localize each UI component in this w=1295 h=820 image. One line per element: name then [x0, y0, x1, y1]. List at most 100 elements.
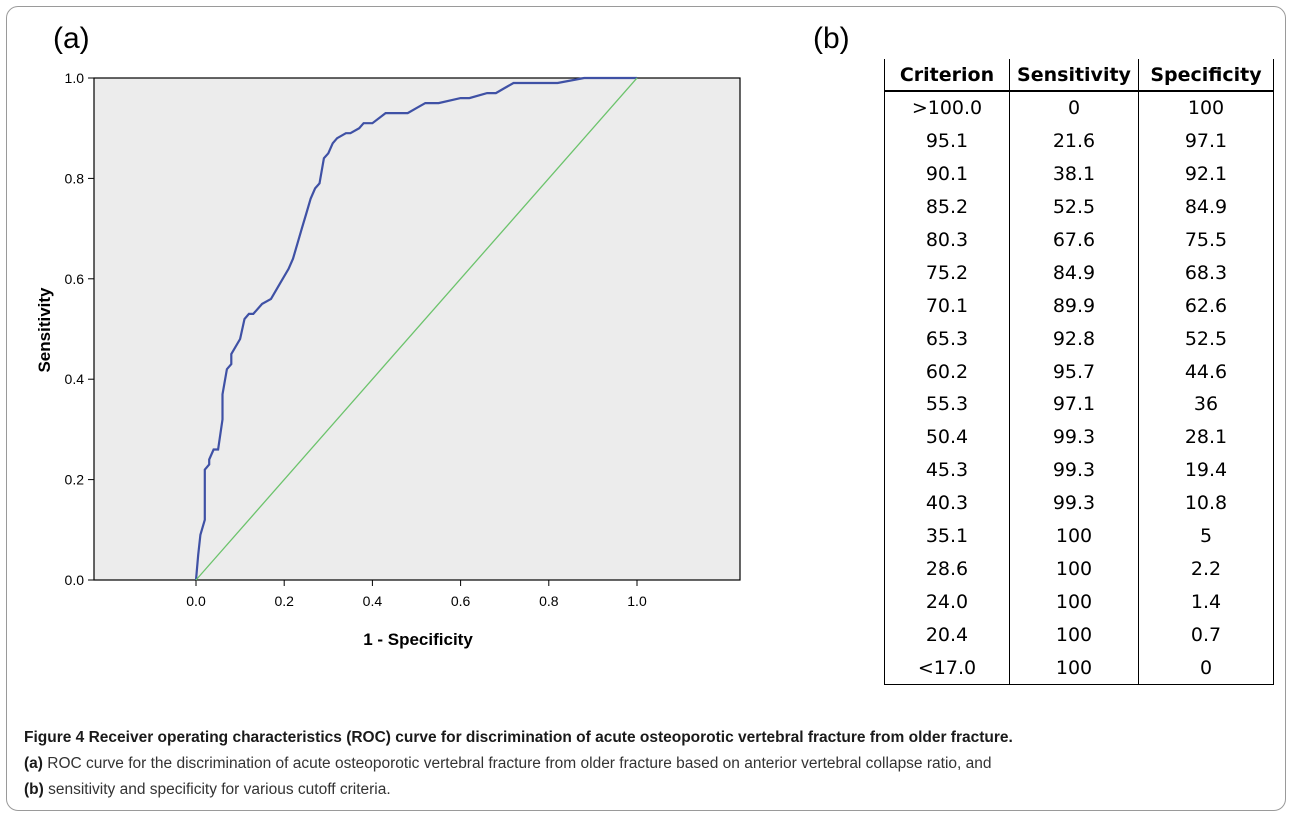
table-row: 80.3 67.6 75.5: [884, 223, 1274, 257]
y-tick-label: 0.4: [65, 371, 85, 387]
cell-specificity: 36: [1138, 388, 1274, 421]
cell-criterion: 85.2: [884, 190, 1010, 224]
cell-sensitivity: 97.1: [1009, 388, 1139, 421]
table-row: 85.2 52.5 84.9: [884, 190, 1274, 224]
caption-label-a: (a): [24, 755, 43, 772]
cell-sensitivity: 99.3: [1009, 420, 1139, 454]
table-row: 24.0 100 1.4: [884, 585, 1274, 619]
cell-specificity: 52.5: [1138, 322, 1274, 356]
table-row: 45.3 99.3 19.4: [884, 453, 1274, 487]
criteria-table: Criterion Sensitivity Specificity >100.0…: [884, 59, 1274, 686]
panel-b-label: (b): [813, 22, 850, 55]
cell-criterion: 20.4: [884, 618, 1010, 652]
cell-sensitivity: 100: [1009, 651, 1139, 686]
y-tick-label: 0.8: [65, 170, 85, 186]
cell-specificity: 97.1: [1138, 124, 1274, 158]
caption-text-a: ROC curve for the discrimination of acut…: [42, 755, 992, 772]
caption-title: Figure 4 Receiver operating characterist…: [24, 729, 1013, 746]
cell-criterion: 70.1: [884, 289, 1010, 323]
cell-criterion: 50.4: [884, 420, 1010, 454]
cell-specificity: 10.8: [1138, 486, 1274, 520]
cell-criterion: 75.2: [884, 256, 1010, 290]
x-tick-label: 0.4: [363, 593, 383, 609]
cell-sensitivity: 0: [1009, 91, 1139, 125]
cell-sensitivity: 100: [1009, 585, 1139, 619]
cell-specificity: 1.4: [1138, 585, 1274, 619]
cell-specificity: 75.5: [1138, 223, 1274, 257]
cell-criterion: 55.3: [884, 388, 1010, 421]
cell-criterion: 95.1: [884, 124, 1010, 158]
figure-frame: [6, 6, 1286, 811]
roc-chart: 0.0 0.2 0.4 0.6 0.8 1.0 0.0 0.2 0.4 0.6 0.8 1.0 1 -…: [35, 70, 741, 649]
x-tick-label: 1.0: [627, 593, 647, 609]
y-axis-label: Sensitivity: [35, 287, 54, 373]
table-row: >100.0 0 100: [884, 91, 1274, 125]
cell-specificity: 68.3: [1138, 256, 1274, 290]
table-row: 65.3 92.8 52.5: [884, 322, 1274, 356]
cell-sensitivity: 21.6: [1009, 124, 1139, 158]
table-row: 90.1 38.1 92.1: [884, 157, 1274, 191]
cell-specificity: 92.1: [1138, 157, 1274, 191]
cell-sensitivity: 99.3: [1009, 453, 1139, 487]
caption-body-b: (b) sensitivity and specificity for vari…: [24, 777, 1274, 803]
cell-sensitivity: 100: [1009, 519, 1139, 553]
table-row: <17.0 100 0: [884, 651, 1274, 686]
table-row: 75.2 84.9 68.3: [884, 256, 1274, 290]
column-header-criterion: Criterion: [884, 59, 1010, 92]
y-tick-label: 1.0: [65, 70, 85, 86]
cell-sensitivity: 95.7: [1009, 355, 1139, 389]
cell-specificity: 2.2: [1138, 552, 1274, 586]
table-row: 60.2 95.7 44.6: [884, 355, 1274, 389]
cell-specificity: 28.1: [1138, 420, 1274, 454]
column-header-sensitivity: Sensitivity: [1009, 59, 1139, 92]
cell-criterion: 28.6: [884, 552, 1010, 586]
x-tick-label: 0.6: [451, 593, 471, 609]
cell-criterion: 40.3: [884, 486, 1010, 520]
caption-body: (a) ROC curve for the discrimination of …: [24, 751, 1274, 777]
roc-curve-line: [194, 76, 637, 581]
y-tick-label: 0.2: [65, 472, 85, 488]
cell-criterion: <17.0: [884, 651, 1010, 686]
x-axis-label: 1 - Specificity: [363, 630, 473, 649]
table-row: 55.3 97.1 36: [884, 388, 1274, 421]
reference-diagonal-line: [195, 77, 638, 581]
cell-specificity: 5: [1138, 519, 1274, 553]
cell-specificity: 44.6: [1138, 355, 1274, 389]
table-row: 70.1 89.9 62.6: [884, 289, 1274, 323]
x-tick-label: 0.2: [274, 593, 294, 609]
y-tick-label: 0.0: [65, 572, 85, 588]
cell-sensitivity: 89.9: [1009, 289, 1139, 323]
cell-criterion: 60.2: [884, 355, 1010, 389]
cell-sensitivity: 100: [1009, 618, 1139, 652]
caption-label-b: (b): [24, 781, 44, 798]
table-row: 50.4 99.3 28.1: [884, 420, 1274, 454]
cell-criterion: >100.0: [884, 91, 1010, 125]
cell-sensitivity: 99.3: [1009, 486, 1139, 520]
cell-criterion: 80.3: [884, 223, 1010, 257]
cell-sensitivity: 38.1: [1009, 157, 1139, 191]
table-row: 40.3 99.3 10.8: [884, 486, 1274, 520]
x-tick-label: 0.8: [539, 593, 559, 609]
cell-specificity: 0.7: [1138, 618, 1274, 652]
cell-specificity: 0: [1138, 651, 1274, 686]
cell-sensitivity: 100: [1009, 552, 1139, 586]
y-tick-label: 0.6: [65, 271, 85, 287]
cell-sensitivity: 52.5: [1009, 190, 1139, 224]
cell-specificity: 19.4: [1138, 453, 1274, 487]
cell-sensitivity: 67.6: [1009, 223, 1139, 257]
column-header-specificity: Specificity: [1138, 59, 1274, 92]
cell-criterion: 24.0: [884, 585, 1010, 619]
table-row: 28.6 100 2.2: [884, 552, 1274, 586]
cell-criterion: 45.3: [884, 453, 1010, 487]
cell-criterion: 65.3: [884, 322, 1010, 356]
panel-a-label: (a): [53, 22, 90, 55]
criteria-table-wrapper: Criterion Sensitivity Specificity >100.0…: [884, 59, 1274, 686]
table-row: 20.4 100 0.7: [884, 618, 1274, 652]
table-row: 95.1 21.6 97.1: [884, 124, 1274, 158]
table-header-row: Criterion Sensitivity Specificity: [884, 59, 1274, 92]
table-row: 35.1 100 5: [884, 519, 1274, 553]
cell-specificity: 100: [1138, 91, 1274, 125]
cell-sensitivity: 92.8: [1009, 322, 1139, 356]
caption-text-b: sensitivity and specificity for various …: [43, 781, 391, 798]
figure-caption: Figure 4 Receiver operating characterist…: [24, 725, 1274, 803]
